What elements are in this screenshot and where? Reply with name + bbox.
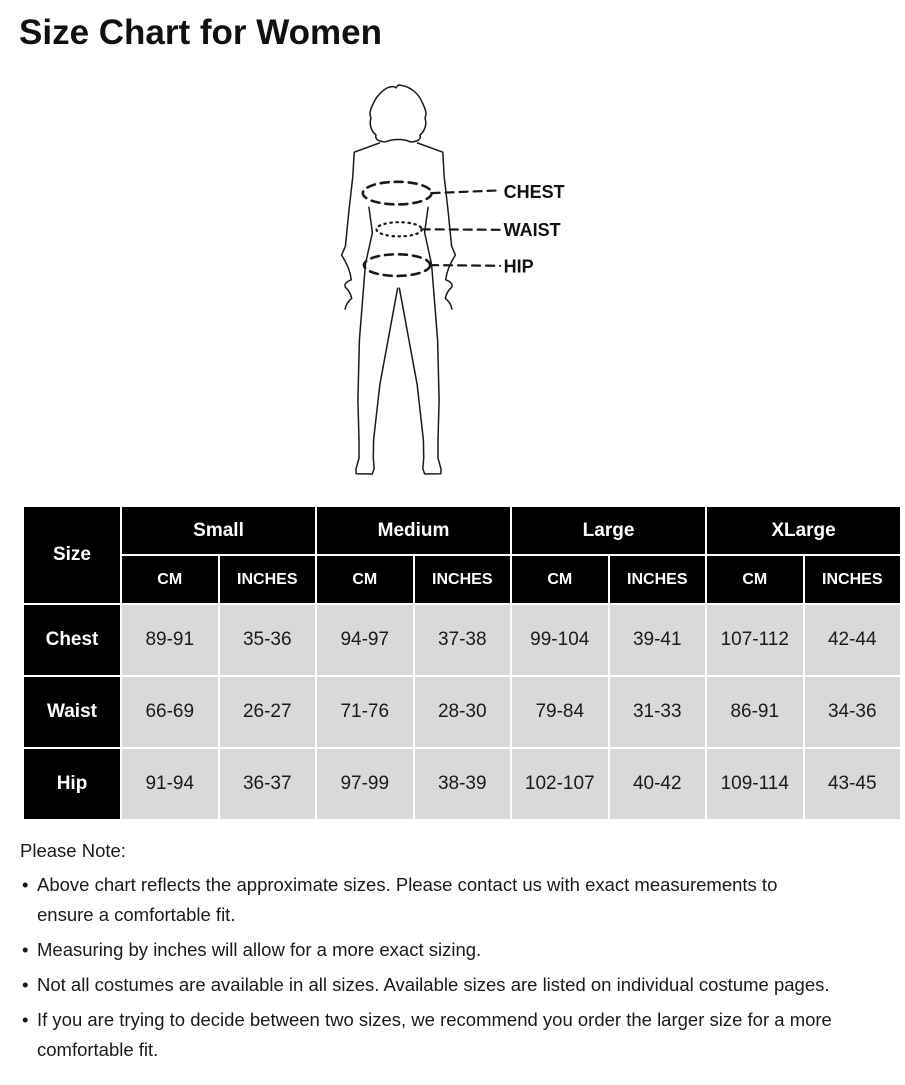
svg-text:CHEST: CHEST [504, 182, 565, 202]
svg-text:WAIST: WAIST [504, 220, 561, 240]
svg-text:HIP: HIP [504, 257, 534, 277]
